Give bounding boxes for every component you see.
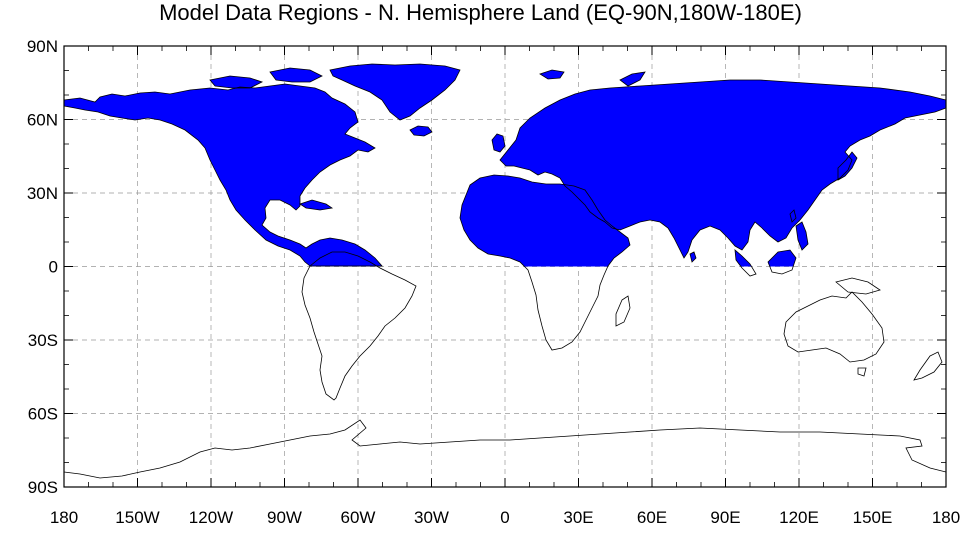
land-layer	[64, 63, 946, 487]
iceland-fill	[410, 126, 432, 136]
x-tick-label: 0	[500, 508, 509, 527]
y-tick-label: 30N	[27, 184, 58, 203]
antarctica-outline	[64, 419, 946, 487]
x-tick-label: 120W	[189, 508, 233, 527]
borneo-fill	[768, 250, 796, 267]
australia-outline	[783, 291, 885, 363]
x-tick-label: 30W	[414, 508, 449, 527]
map-title: Model Data Regions - N. Hemisphere Land …	[159, 0, 802, 25]
x-axis-labels: 180 150W 120W 90W 60W 30W 0 30E 60E 90E 120E 150E 18…	[50, 508, 960, 527]
north-america-fill	[64, 84, 382, 266]
philippines-fill	[796, 222, 808, 250]
arctic-islands2-fill	[270, 68, 322, 82]
greenland-fill	[330, 64, 460, 120]
y-tick-label: 30S	[28, 331, 58, 350]
new-guinea-outline	[835, 277, 881, 295]
axis-ticks	[63, 45, 947, 488]
northern-hemisphere-land-fill	[64, 64, 946, 267]
x-tick-label: 180	[932, 508, 960, 527]
y-tick-label: 90N	[27, 37, 58, 56]
y-tick-label: 0	[49, 258, 58, 277]
x-tick-label: 60E	[637, 508, 667, 527]
x-tick-label: 60W	[341, 508, 376, 527]
y-axis-labels: 90N 60N 30N 0 30S 60S 90S	[27, 37, 58, 497]
coastlines	[64, 63, 946, 487]
x-tick-label: 150E	[853, 508, 893, 527]
y-tick-label: 60S	[28, 405, 58, 424]
africa-fill	[460, 175, 630, 267]
arctic-islands-fill	[210, 76, 262, 88]
x-tick-label: 90W	[267, 508, 302, 527]
x-tick-label: 180	[50, 508, 78, 527]
new-zealand-outline	[913, 351, 943, 381]
eurasia-fill	[500, 80, 946, 258]
south-america-fill	[309, 252, 378, 267]
y-tick-label: 90S	[28, 478, 58, 497]
japan-fill	[838, 152, 857, 180]
y-tick-label: 60N	[27, 111, 58, 130]
novaya-zemlya-fill	[620, 72, 645, 86]
x-tick-label: 120E	[779, 508, 819, 527]
x-tick-label: 150W	[115, 508, 159, 527]
x-tick-label: 90E	[710, 508, 740, 527]
sumatra-fill	[735, 250, 752, 267]
cuba-fill	[300, 200, 332, 210]
madagascar-outline	[615, 295, 631, 327]
x-tick-label: 30E	[563, 508, 593, 527]
uk-fill	[492, 134, 505, 152]
tasmania-outline	[857, 367, 867, 377]
